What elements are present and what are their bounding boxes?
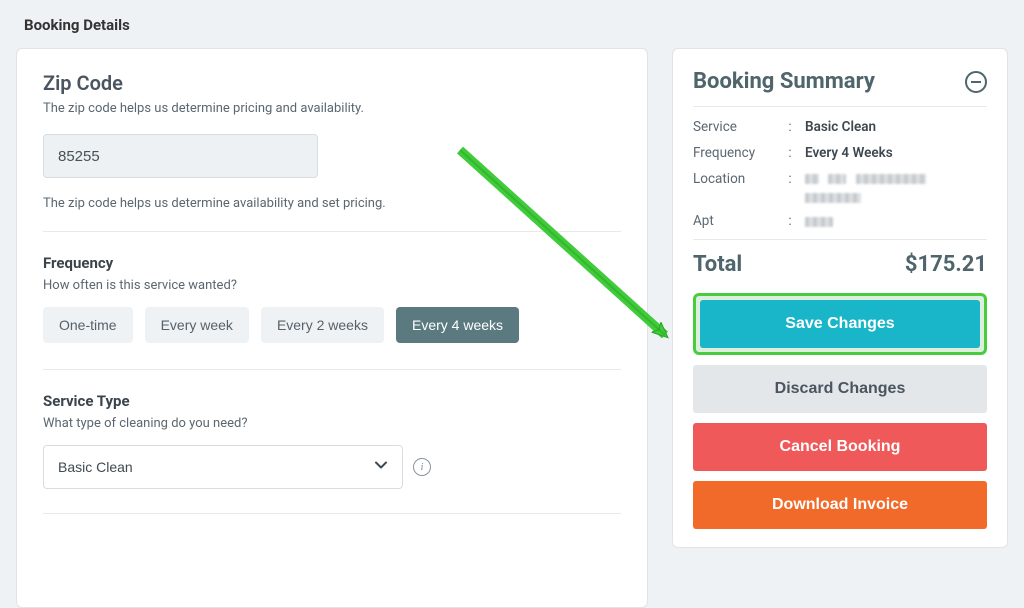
divider (43, 231, 621, 232)
frequency-option-every2weeks[interactable]: Every 2 weeks (261, 307, 384, 343)
save-highlight-annotation: Save Changes (693, 293, 987, 355)
summary-row-location: Location : (693, 171, 987, 203)
download-invoice-button[interactable]: Download Invoice (693, 481, 987, 529)
booking-details-card: Zip Code The zip code helps us determine… (16, 48, 648, 608)
frequency-options: One-time Every week Every 2 weeks Every … (43, 307, 621, 343)
summary-row-apt: Apt : (693, 213, 987, 229)
collapse-summary-button[interactable] (965, 71, 987, 93)
service-type-title: Service Type (43, 392, 621, 410)
frequency-option-onetime[interactable]: One-time (43, 307, 133, 343)
summary-value: Every 4 Weeks (797, 145, 987, 161)
summary-total-row: Total $175.21 (693, 252, 987, 277)
zip-section-title: Zip Code (43, 71, 621, 95)
summary-title: Booking Summary (693, 69, 875, 94)
frequency-option-everyweek[interactable]: Every week (145, 307, 249, 343)
cancel-booking-button[interactable]: Cancel Booking (693, 423, 987, 471)
service-type-subtitle: What type of cleaning do you need? (43, 416, 621, 431)
frequency-section-subtitle: How often is this service wanted? (43, 278, 621, 293)
page-title: Booking Details (24, 16, 1008, 34)
frequency-option-every4weeks[interactable]: Every 4 weeks (396, 307, 519, 343)
total-label: Total (693, 252, 742, 277)
summary-label: Apt (693, 213, 783, 229)
summary-row-frequency: Frequency : Every 4 Weeks (693, 145, 987, 161)
summary-label: Frequency (693, 145, 783, 161)
total-value: $175.21 (905, 252, 987, 277)
zip-input[interactable] (43, 134, 318, 178)
divider (693, 239, 987, 240)
summary-value-redacted (797, 171, 987, 203)
summary-value-redacted (797, 213, 987, 229)
service-type-select-wrap: Basic Clean (43, 445, 403, 489)
service-type-select[interactable]: Basic Clean (43, 445, 403, 489)
summary-rows: Service : Basic Clean Frequency : Every … (693, 119, 987, 229)
divider (43, 513, 621, 514)
summary-row-service: Service : Basic Clean (693, 119, 987, 135)
zip-section-subtitle: The zip code helps us determine pricing … (43, 101, 621, 116)
summary-label: Service (693, 119, 783, 135)
divider (43, 369, 621, 370)
divider (693, 106, 987, 107)
frequency-section-title: Frequency (43, 254, 621, 272)
minus-icon (971, 81, 981, 83)
save-changes-button[interactable]: Save Changes (700, 300, 980, 348)
zip-help-text: The zip code helps us determine availabi… (43, 196, 621, 211)
summary-value: Basic Clean (797, 119, 987, 135)
summary-label: Location (693, 171, 783, 187)
booking-summary-card: Booking Summary Service : Basic Clean Fr… (672, 48, 1008, 548)
info-icon[interactable]: i (413, 458, 431, 476)
discard-changes-button[interactable]: Discard Changes (693, 365, 987, 413)
